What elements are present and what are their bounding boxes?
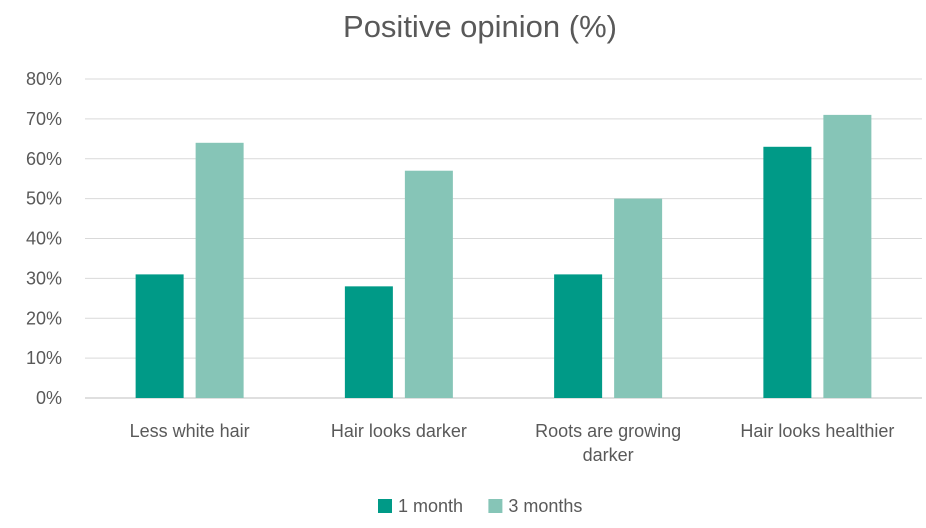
- legend-label: 3 months: [508, 496, 582, 516]
- y-tick-label: 40%: [26, 229, 62, 249]
- y-tick-label: 60%: [26, 149, 62, 169]
- y-tick-label: 80%: [26, 69, 62, 89]
- x-category-label: Less white hair: [130, 421, 250, 441]
- y-tick-label: 20%: [26, 308, 62, 328]
- x-category-label: Hair looks darker: [331, 421, 467, 441]
- legend-label: 1 month: [398, 496, 463, 516]
- bar-series-2: [823, 114, 872, 398]
- x-category-label: Hair looks healthier: [740, 421, 894, 441]
- bars: [135, 114, 872, 398]
- y-tick-label: 10%: [26, 348, 62, 368]
- bar-series-1: [135, 274, 184, 398]
- bar-series-1: [763, 146, 812, 398]
- x-axis-category-labels: Less white hair Hair looks darker Roots ar…: [130, 421, 895, 465]
- bar-series-2: [195, 142, 244, 398]
- legend-swatch: [488, 499, 503, 513]
- legend-swatch: [378, 499, 392, 513]
- y-tick-label: 30%: [26, 268, 62, 288]
- y-axis-tick-labels: 0% 10% 20% 30% 40% 50% 60% 70% 80%: [26, 69, 62, 408]
- bar-series-2: [404, 170, 453, 398]
- legend: 1 month 3 months: [378, 496, 582, 516]
- y-tick-label: 50%: [26, 189, 62, 209]
- chart-title: Positive opinion (%): [343, 9, 617, 44]
- y-tick-label: 70%: [26, 109, 62, 129]
- y-tick-label: 0%: [36, 388, 62, 408]
- x-category-label: Roots are growing darker: [535, 421, 681, 465]
- bar-series-1: [344, 286, 393, 398]
- bar-series-2: [614, 198, 663, 398]
- bar-series-1: [554, 274, 603, 398]
